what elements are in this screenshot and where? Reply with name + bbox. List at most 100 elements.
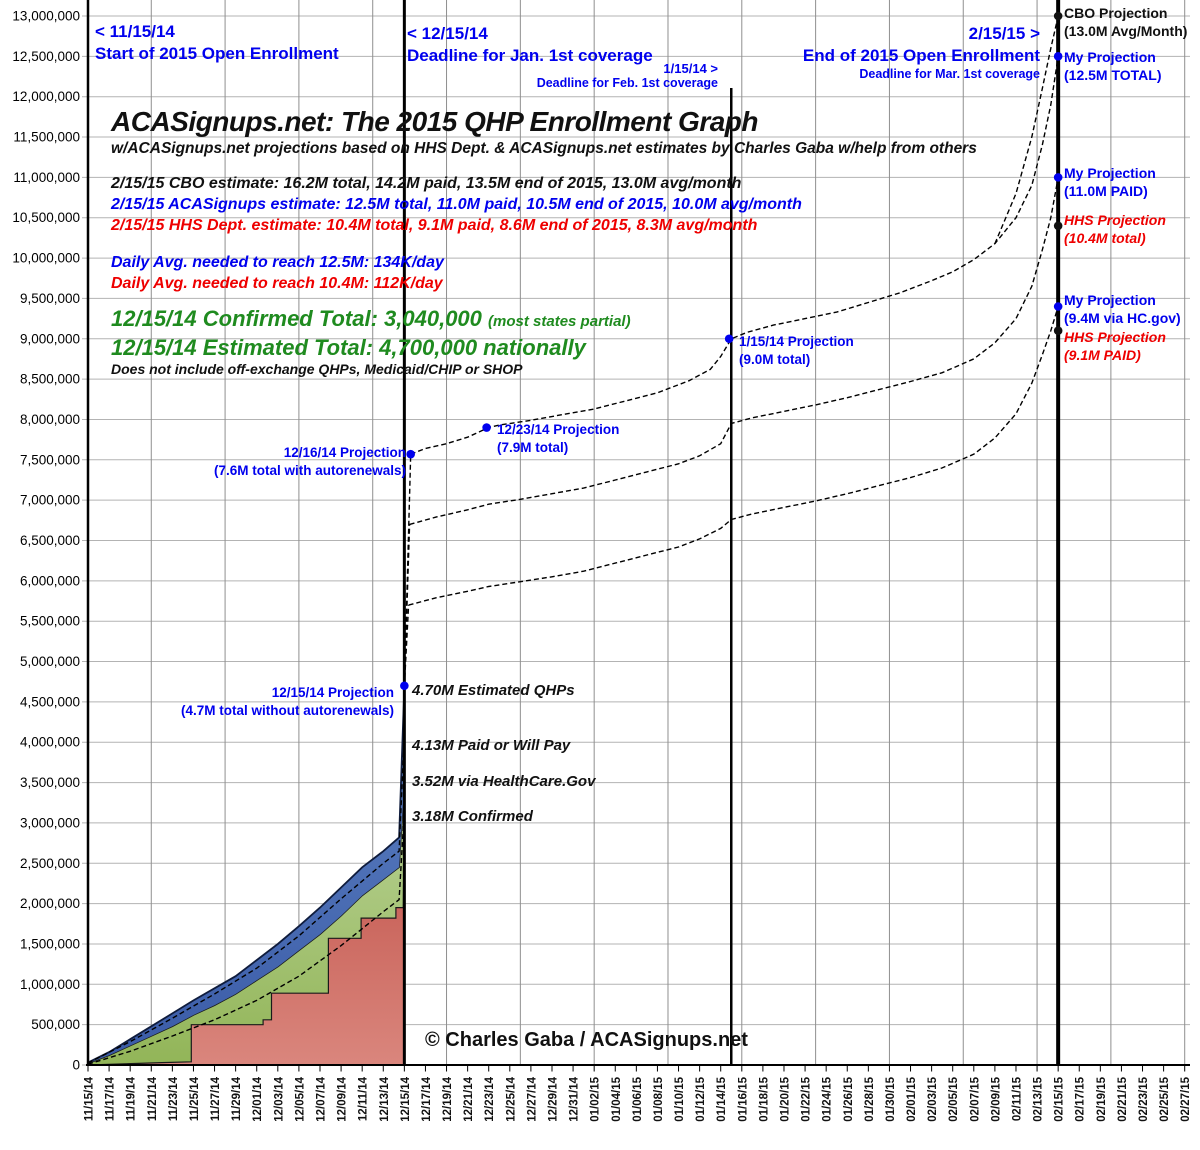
svg-text:01/30/15: 01/30/15 bbox=[885, 1076, 897, 1121]
my-total-line1: My Projection bbox=[1064, 49, 1156, 65]
hhs-total-line1: HHS Projection bbox=[1064, 212, 1166, 228]
svg-text:11/21/14: 11/21/14 bbox=[147, 1076, 159, 1121]
svg-text:4,500,000: 4,500,000 bbox=[20, 694, 80, 709]
svg-text:9,000,000: 9,000,000 bbox=[20, 331, 80, 346]
cbo-estimate-line: 2/15/15 CBO estimate: 16.2M total, 14.2M… bbox=[111, 175, 742, 192]
svg-text:12/03/14: 12/03/14 bbox=[273, 1076, 285, 1121]
my-paid-line2: (11.0M PAID) bbox=[1064, 183, 1148, 199]
my-total-label: My Projection (12.5M TOTAL) bbox=[1064, 48, 1162, 84]
svg-text:02/19/15: 02/19/15 bbox=[1096, 1076, 1108, 1121]
page-title: ACASignups.net: The 2015 QHP Enrollment … bbox=[111, 106, 759, 137]
confirmed-total-line: 12/15/14 Confirmed Total: 3,040,000 (mos… bbox=[111, 305, 631, 333]
hhs-total-line2: (10.4M total) bbox=[1064, 230, 1146, 246]
svg-text:3,500,000: 3,500,000 bbox=[20, 775, 80, 790]
svg-text:11/23/14: 11/23/14 bbox=[168, 1076, 180, 1121]
aca-estimate-line: 2/15/15 ACASignups estimate: 12.5M total… bbox=[111, 196, 802, 213]
open-end-label: End of 2015 Open Enrollment bbox=[802, 46, 1040, 65]
daily-avg-red: Daily Avg. needed to reach 10.4M: 112K/d… bbox=[111, 275, 443, 292]
svg-text:01/16/15: 01/16/15 bbox=[737, 1076, 749, 1121]
hhs-total-label: HHS Projection (10.4M total) bbox=[1064, 211, 1166, 247]
confirmed-note: (most states partial) bbox=[488, 313, 631, 330]
svg-text:0: 0 bbox=[72, 1058, 80, 1073]
svg-text:3,000,000: 3,000,000 bbox=[20, 815, 80, 830]
svg-text:02/07/15: 02/07/15 bbox=[969, 1076, 981, 1121]
proj-1223-line2: (7.9M total) bbox=[497, 440, 569, 455]
my-paid-label: My Projection (11.0M PAID) bbox=[1064, 164, 1156, 200]
dot-hhs-paid bbox=[1053, 326, 1063, 336]
total-blue-band-edge bbox=[87, 685, 406, 1064]
svg-text:4,000,000: 4,000,000 bbox=[20, 735, 80, 750]
disclaimer-line: Does not include off-exchange QHPs, Medi… bbox=[111, 361, 523, 377]
my-hcgov-label: My Projection (9.4M via HC.gov) bbox=[1064, 291, 1181, 327]
dot-12-15-projection bbox=[400, 681, 409, 691]
level-352-label: 3.52M via HealthCare.Gov bbox=[412, 773, 596, 790]
proj-0115-line1: 1/15/14 Projection bbox=[739, 334, 854, 349]
svg-text:02/21/15: 02/21/15 bbox=[1117, 1076, 1129, 1121]
svg-text:12/31/14: 12/31/14 bbox=[569, 1076, 581, 1121]
svg-text:11/27/14: 11/27/14 bbox=[210, 1076, 222, 1121]
dot-12-23-projection bbox=[482, 423, 491, 432]
svg-text:7,000,000: 7,000,000 bbox=[20, 493, 80, 508]
mar-deadline-label: Deadline for Mar. 1st coverage bbox=[859, 67, 1040, 81]
svg-text:12,500,000: 12,500,000 bbox=[12, 49, 80, 64]
svg-text:12/21/14: 12/21/14 bbox=[463, 1076, 475, 1121]
svg-text:02/15/15: 02/15/15 bbox=[1054, 1076, 1066, 1121]
hhs-estimate-line: 2/15/15 HHS Dept. estimate: 10.4M total,… bbox=[111, 217, 758, 234]
proj-0115-callout: 1/15/14 Projection (9.0M total) bbox=[739, 333, 854, 369]
svg-text:13,000,000: 13,000,000 bbox=[12, 9, 80, 24]
my-hcgov-line2: (9.4M via HC.gov) bbox=[1064, 310, 1181, 326]
cbo-proj-line2: (13.0M Avg/Month) bbox=[1064, 23, 1188, 39]
svg-text:5,500,000: 5,500,000 bbox=[20, 614, 80, 629]
open-start-label: Start of 2015 Open Enrollment bbox=[95, 44, 339, 63]
svg-text:12/23/14: 12/23/14 bbox=[484, 1076, 496, 1121]
proj-1215-line2: (4.7M total without autorenewals) bbox=[180, 703, 394, 718]
my-paid-line1: My Projection bbox=[1064, 165, 1156, 181]
dot-my-total bbox=[1053, 52, 1063, 61]
proj-0115-line2: (9.0M total) bbox=[739, 352, 811, 367]
svg-text:12/29/14: 12/29/14 bbox=[547, 1076, 559, 1121]
svg-text:02/13/15: 02/13/15 bbox=[1033, 1076, 1045, 1121]
open-start-date: < 11/15/14 bbox=[95, 22, 175, 41]
level-318-label: 3.18M Confirmed bbox=[412, 808, 533, 825]
estimated-total-line: 12/15/14 Estimated Total: 4,700,000 nati… bbox=[111, 335, 586, 360]
x-tick-labels: 11/15/14 11/17/14 11/19/14 11/21/14 11/23/14… bbox=[84, 1065, 1192, 1122]
svg-text:12/15/14: 12/15/14 bbox=[400, 1076, 412, 1121]
proj-1216-callout: 12/16/14 Projection (7.6M total with aut… bbox=[106, 444, 406, 480]
svg-text:12/07/14: 12/07/14 bbox=[315, 1076, 327, 1121]
svg-text:02/27/15: 02/27/15 bbox=[1180, 1076, 1192, 1121]
svg-text:6,000,000: 6,000,000 bbox=[20, 573, 80, 588]
proj-1216-line1: 12/16/14 Projection bbox=[283, 445, 406, 460]
dot-12-16-projection bbox=[406, 449, 415, 459]
dot-my-paid bbox=[1053, 173, 1063, 182]
svg-text:2,000,000: 2,000,000 bbox=[20, 896, 80, 911]
x-grid bbox=[150, 0, 1186, 1065]
svg-text:02/17/15: 02/17/15 bbox=[1075, 1076, 1087, 1121]
svg-text:12/09/14: 12/09/14 bbox=[337, 1076, 349, 1121]
paid-will-pay-dashed bbox=[87, 731, 406, 1064]
hhs-paid-line2: (9.1M PAID) bbox=[1064, 347, 1141, 363]
open-end-date: 2/15/15 > bbox=[968, 24, 1040, 43]
svg-text:01/04/15: 01/04/15 bbox=[611, 1076, 623, 1121]
feb-deadline-label: Deadline for Feb. 1st coverage bbox=[536, 76, 718, 90]
svg-text:11/25/14: 11/25/14 bbox=[189, 1076, 201, 1121]
svg-text:12/05/14: 12/05/14 bbox=[294, 1076, 306, 1121]
cbo-proj-line1: CBO Projection bbox=[1064, 5, 1168, 21]
svg-text:5,000,000: 5,000,000 bbox=[20, 654, 80, 669]
svg-text:01/28/15: 01/28/15 bbox=[864, 1076, 876, 1121]
svg-text:1,500,000: 1,500,000 bbox=[20, 936, 80, 951]
svg-text:02/11/15: 02/11/15 bbox=[1011, 1076, 1023, 1121]
open-end-callout: 2/15/15 > End of 2015 Open Enrollment De… bbox=[740, 23, 1040, 82]
confirmed-red-area-edge bbox=[87, 808, 405, 1066]
dot-my-hcgov bbox=[1053, 302, 1063, 311]
open-start-callout: < 11/15/14 Start of 2015 Open Enrollment bbox=[95, 21, 339, 65]
projection-paid bbox=[409, 177, 1059, 526]
svg-text:01/22/15: 01/22/15 bbox=[801, 1076, 813, 1121]
svg-text:11,000,000: 11,000,000 bbox=[13, 170, 80, 185]
svg-text:01/10/15: 01/10/15 bbox=[674, 1076, 686, 1121]
cbo-proj-label: CBO Projection (13.0M Avg/Month) bbox=[1064, 4, 1187, 40]
svg-text:01/26/15: 01/26/15 bbox=[843, 1076, 855, 1121]
svg-text:12/25/14: 12/25/14 bbox=[505, 1076, 517, 1121]
svg-text:02/09/15: 02/09/15 bbox=[990, 1076, 1002, 1121]
